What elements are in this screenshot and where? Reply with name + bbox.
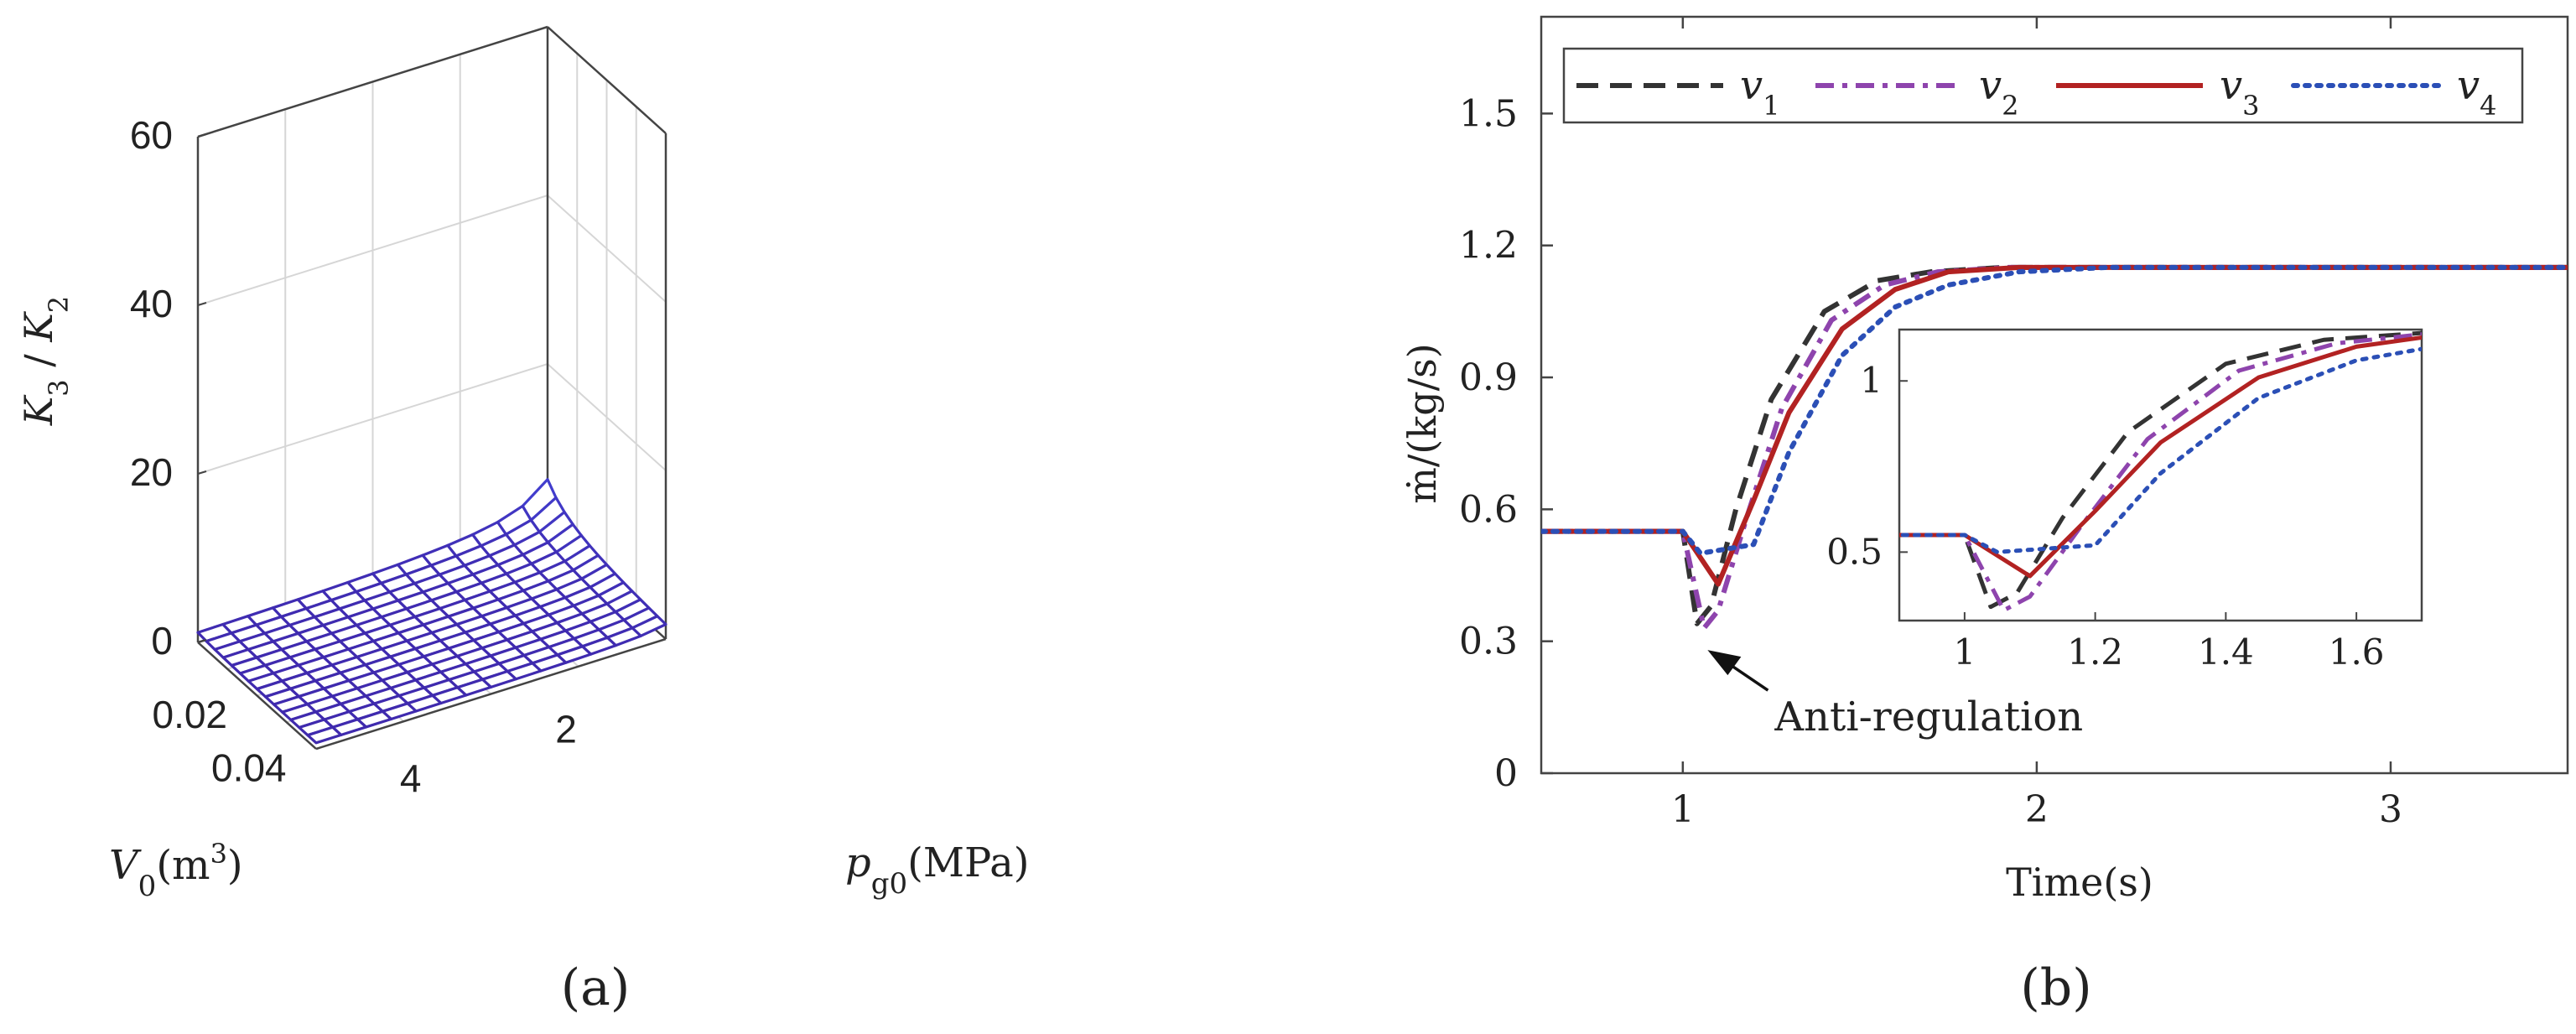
line-series-v4	[1541, 264, 2568, 556]
z-axis-label: K3 / K2	[16, 296, 75, 426]
axis-box-edge	[197, 642, 317, 750]
y-tick-label: 2	[555, 708, 577, 751]
inset-series-v2	[1899, 332, 2422, 613]
annotation-text: Anti-regulation	[1774, 694, 2083, 740]
z-tick-mark	[197, 639, 207, 643]
legend: v1 v2 v3 v4	[1562, 47, 2524, 124]
y-tick-label: 1.2	[1459, 225, 1518, 268]
x-tick-label: 3	[2379, 788, 2402, 831]
legend-label-v4: v4	[2457, 62, 2496, 122]
x-tick-label: 2	[2025, 788, 2049, 831]
axis-box-edge	[547, 26, 667, 134]
z-tick-label: 40	[130, 282, 173, 325]
inset-y-tick-label: 0.5	[1826, 531, 1883, 572]
y-tick-label: 1.5	[1459, 92, 1518, 135]
inset-x-tick-label: 1.4	[2198, 631, 2254, 673]
x-tick-label: 0.02	[152, 693, 227, 736]
axis-box-edge	[315, 637, 667, 751]
y-tick-label: 0.6	[1459, 488, 1518, 531]
x-tick-label: 1	[1671, 788, 1695, 831]
panel-label-a: (a)	[561, 959, 631, 1017]
series-lines	[1541, 264, 2568, 631]
x-axis-label: Time(s)	[2006, 860, 2153, 905]
legend-label-v1: v1	[1740, 62, 1779, 122]
legend-label-v2: v2	[1979, 62, 2018, 122]
y-tick-label: 0	[1494, 752, 1518, 795]
z-tick-label: 60	[130, 113, 173, 157]
axis-box-edge	[197, 25, 548, 138]
inset-x-tick-label: 1.2	[2067, 631, 2123, 673]
legend-label-v3: v3	[2220, 62, 2259, 122]
y-tick-label: 0.9	[1459, 356, 1518, 399]
y-tick-label: 4	[400, 756, 422, 800]
y-axis-label: ṁ/(kg/s)	[1400, 343, 1445, 503]
z-tick-mark	[197, 302, 207, 306]
inset: 1 1.2 1.4 1.6 0.5 1	[1826, 328, 2423, 673]
inset-y-tick-label: 1	[1860, 360, 1883, 401]
inset-series-v3	[1899, 335, 2422, 579]
x-axis-label: V0(m3)	[109, 838, 243, 903]
z-tick-label: 0	[151, 619, 173, 662]
panel-label-b: (b)	[2020, 959, 2091, 1017]
z-tick-label: 20	[130, 450, 173, 494]
inset-lines	[1899, 330, 2422, 613]
annotation-arrow-head	[1707, 650, 1742, 676]
surface-cell	[306, 725, 343, 745]
line-series-v3	[1541, 264, 2568, 587]
z-tick-mark	[197, 470, 207, 475]
surface-panel: 0 20 40 60 0.02 0.04 2 4 K3 / K2 V0(m3) pg0(MPa) (a…	[16, 25, 1030, 1017]
y-axis-label: pg0(MPa)	[845, 839, 1030, 901]
inset-series-v1	[1899, 330, 2422, 610]
x-tick-label: 0.04	[211, 746, 287, 789]
inset-series-v4	[1899, 346, 2422, 554]
inset-x-tick-label: 1	[1954, 631, 1976, 673]
y-tick-label: 0.3	[1459, 621, 1518, 663]
inset-x-tick-label: 1.6	[2329, 631, 2385, 673]
z-tick-mark	[197, 133, 207, 138]
line-panel: 1 2 3 0 0.3 0.6 0.9 1.2 1.5 Time(s) ṁ/(kg/s) Anti-r…	[1400, 15, 2569, 1017]
